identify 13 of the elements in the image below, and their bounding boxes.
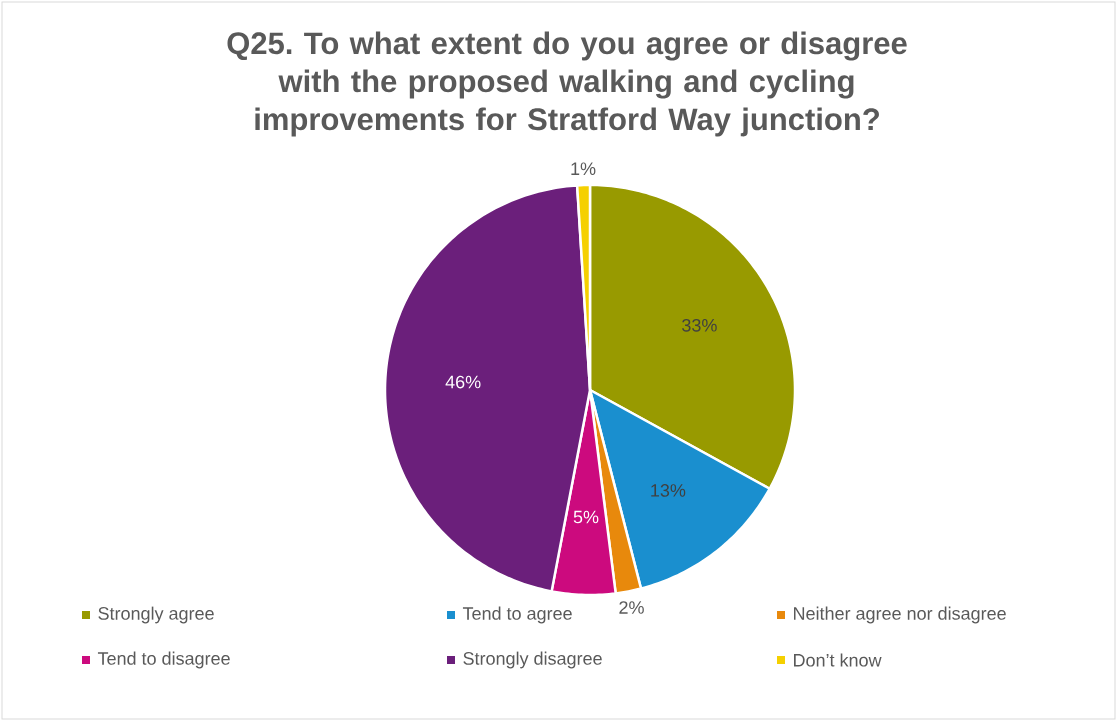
legend-label: Tend to disagree: [97, 651, 230, 669]
chart-title: Q25. To what extent do you agree or disagree with the proposed walking and cycling improvements for Stratford Way junction?: [227, 31, 907, 137]
data-label: 46%: [445, 375, 481, 389]
data-label: 13%: [651, 484, 686, 497]
legend-label: Strongly disagree: [463, 651, 602, 669]
data-label: 2%: [619, 601, 644, 614]
legend-label: Don’t know: [794, 653, 882, 667]
data-label: 1%: [571, 162, 596, 175]
data-label: 5%: [573, 510, 599, 524]
legend-label: Neither agree nor disagree: [794, 606, 1006, 624]
data-label: 33%: [682, 318, 717, 332]
legend-label: Strongly agree: [98, 606, 214, 624]
legend-label: Tend to agree: [462, 606, 572, 624]
